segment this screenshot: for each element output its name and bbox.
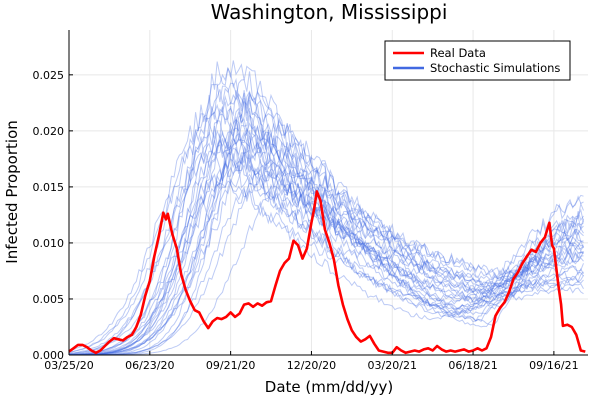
simulation-run-line [68, 129, 584, 356]
simulation-run-line [68, 90, 584, 356]
x-tick-label: 09/16/21 [529, 359, 578, 372]
simulation-run-line [68, 122, 584, 356]
x-tick-label: 06/23/20 [125, 359, 174, 372]
x-tick-label: 09/21/20 [206, 359, 255, 372]
chart-title: Washington, Mississippi [211, 0, 448, 24]
y-tick-label: 0.015 [33, 181, 65, 194]
simulation-run-line [68, 126, 584, 355]
y-tick-label: 0.020 [33, 125, 65, 138]
simulation-run-line [68, 145, 584, 355]
simulation-run-line [68, 133, 584, 354]
legend-label-real-data: Real Data [430, 46, 486, 60]
real-data-line [68, 190, 586, 355]
x-tick-label: 06/18/21 [448, 359, 497, 372]
simulation-run-line [68, 94, 584, 351]
x-tick-label: 12/20/20 [287, 359, 336, 372]
simulation-run-line [69, 134, 584, 356]
simulation-run-line [68, 137, 584, 356]
simulation-run-line [69, 71, 584, 356]
legend-label-simulations: Stochastic Simulations [430, 61, 560, 75]
simulation-run-line [68, 173, 584, 356]
simulation-run-line [69, 183, 584, 356]
simulation-series [68, 60, 584, 356]
x-axis-label: Date (mm/dd/yy) [265, 378, 393, 396]
simulation-run-line [69, 111, 584, 356]
simulation-run-line [68, 114, 584, 353]
legend: Real Data Stochastic Simulations [384, 40, 571, 81]
simulation-run-line [69, 60, 584, 356]
x-tick-label: 03/20/21 [368, 359, 417, 372]
simulation-run-line [69, 157, 584, 356]
simulation-run-line [68, 82, 584, 356]
y-tick-label: 0.005 [33, 293, 65, 306]
simulation-run-line [69, 152, 584, 356]
legend-box [384, 40, 571, 81]
simulation-run-line [69, 120, 584, 356]
simulation-run-line [69, 91, 584, 356]
simulation-run-line [68, 151, 584, 355]
simulation-run-line [68, 158, 584, 355]
simulation-run-line [69, 142, 584, 356]
y-tick-label: 0.010 [33, 237, 65, 250]
simulation-run-line [69, 114, 584, 356]
simulation-run-line [69, 177, 584, 356]
simulation-run-line [69, 90, 584, 356]
axes [68, 30, 588, 356]
y-tick-label: 0.025 [33, 69, 65, 82]
simulation-run-line [68, 99, 584, 356]
tick-labels: 03/25/20 06/23/20 09/21/20 12/20/20 03/20/21… [33, 69, 579, 372]
real-data-series [68, 190, 586, 355]
y-axis-label: Infected Proportion [3, 120, 21, 263]
y-tick-label: 0.000 [33, 349, 65, 362]
simulation-run-line [68, 101, 584, 356]
x-tick-label: 03/25/20 [44, 359, 93, 372]
